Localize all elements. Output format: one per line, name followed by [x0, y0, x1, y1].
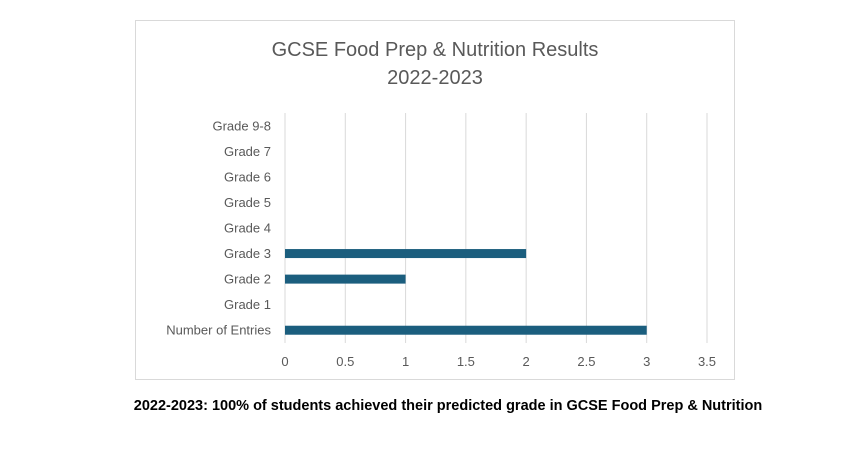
bar [285, 249, 527, 259]
y-category-label: Grade 1 [224, 297, 271, 312]
chart-subtitle: 2022-2023 [387, 67, 483, 89]
y-category-label: Grade 6 [224, 169, 271, 184]
x-tick-label: 1.5 [457, 354, 475, 369]
x-tick-label: 2 [523, 354, 530, 369]
x-tick-label: 1 [402, 354, 409, 369]
y-category-label: Grade 7 [224, 144, 271, 159]
y-category-label: Grade 9-8 [212, 118, 271, 133]
bar [285, 325, 647, 335]
x-tick-label: 0.5 [336, 354, 354, 369]
y-category-label: Number of Entries [166, 323, 271, 338]
y-category-label: Grade 5 [224, 195, 271, 210]
y-category-label: Grade 3 [224, 246, 271, 261]
results-caption: 2022-2023: 100% of students achieved the… [133, 398, 763, 414]
x-tick-label: 3.5 [698, 354, 716, 369]
bar-chart: 0 0.5 1 1.5 2 2.5 3 3.5 Number of Entries Grade 1… [166, 113, 716, 369]
y-category-label: Grade 2 [224, 272, 271, 287]
x-tick-label: 3 [643, 354, 650, 369]
x-tick-label: 2.5 [577, 354, 595, 369]
chart-frame: GCSE Food Prep & Nutrition Results 2022-… [135, 20, 735, 380]
y-category-label: Grade 4 [224, 221, 271, 236]
x-tick-label: 0 [281, 354, 288, 369]
bar [285, 274, 406, 284]
chart-title: GCSE Food Prep & Nutrition Results [271, 39, 599, 61]
